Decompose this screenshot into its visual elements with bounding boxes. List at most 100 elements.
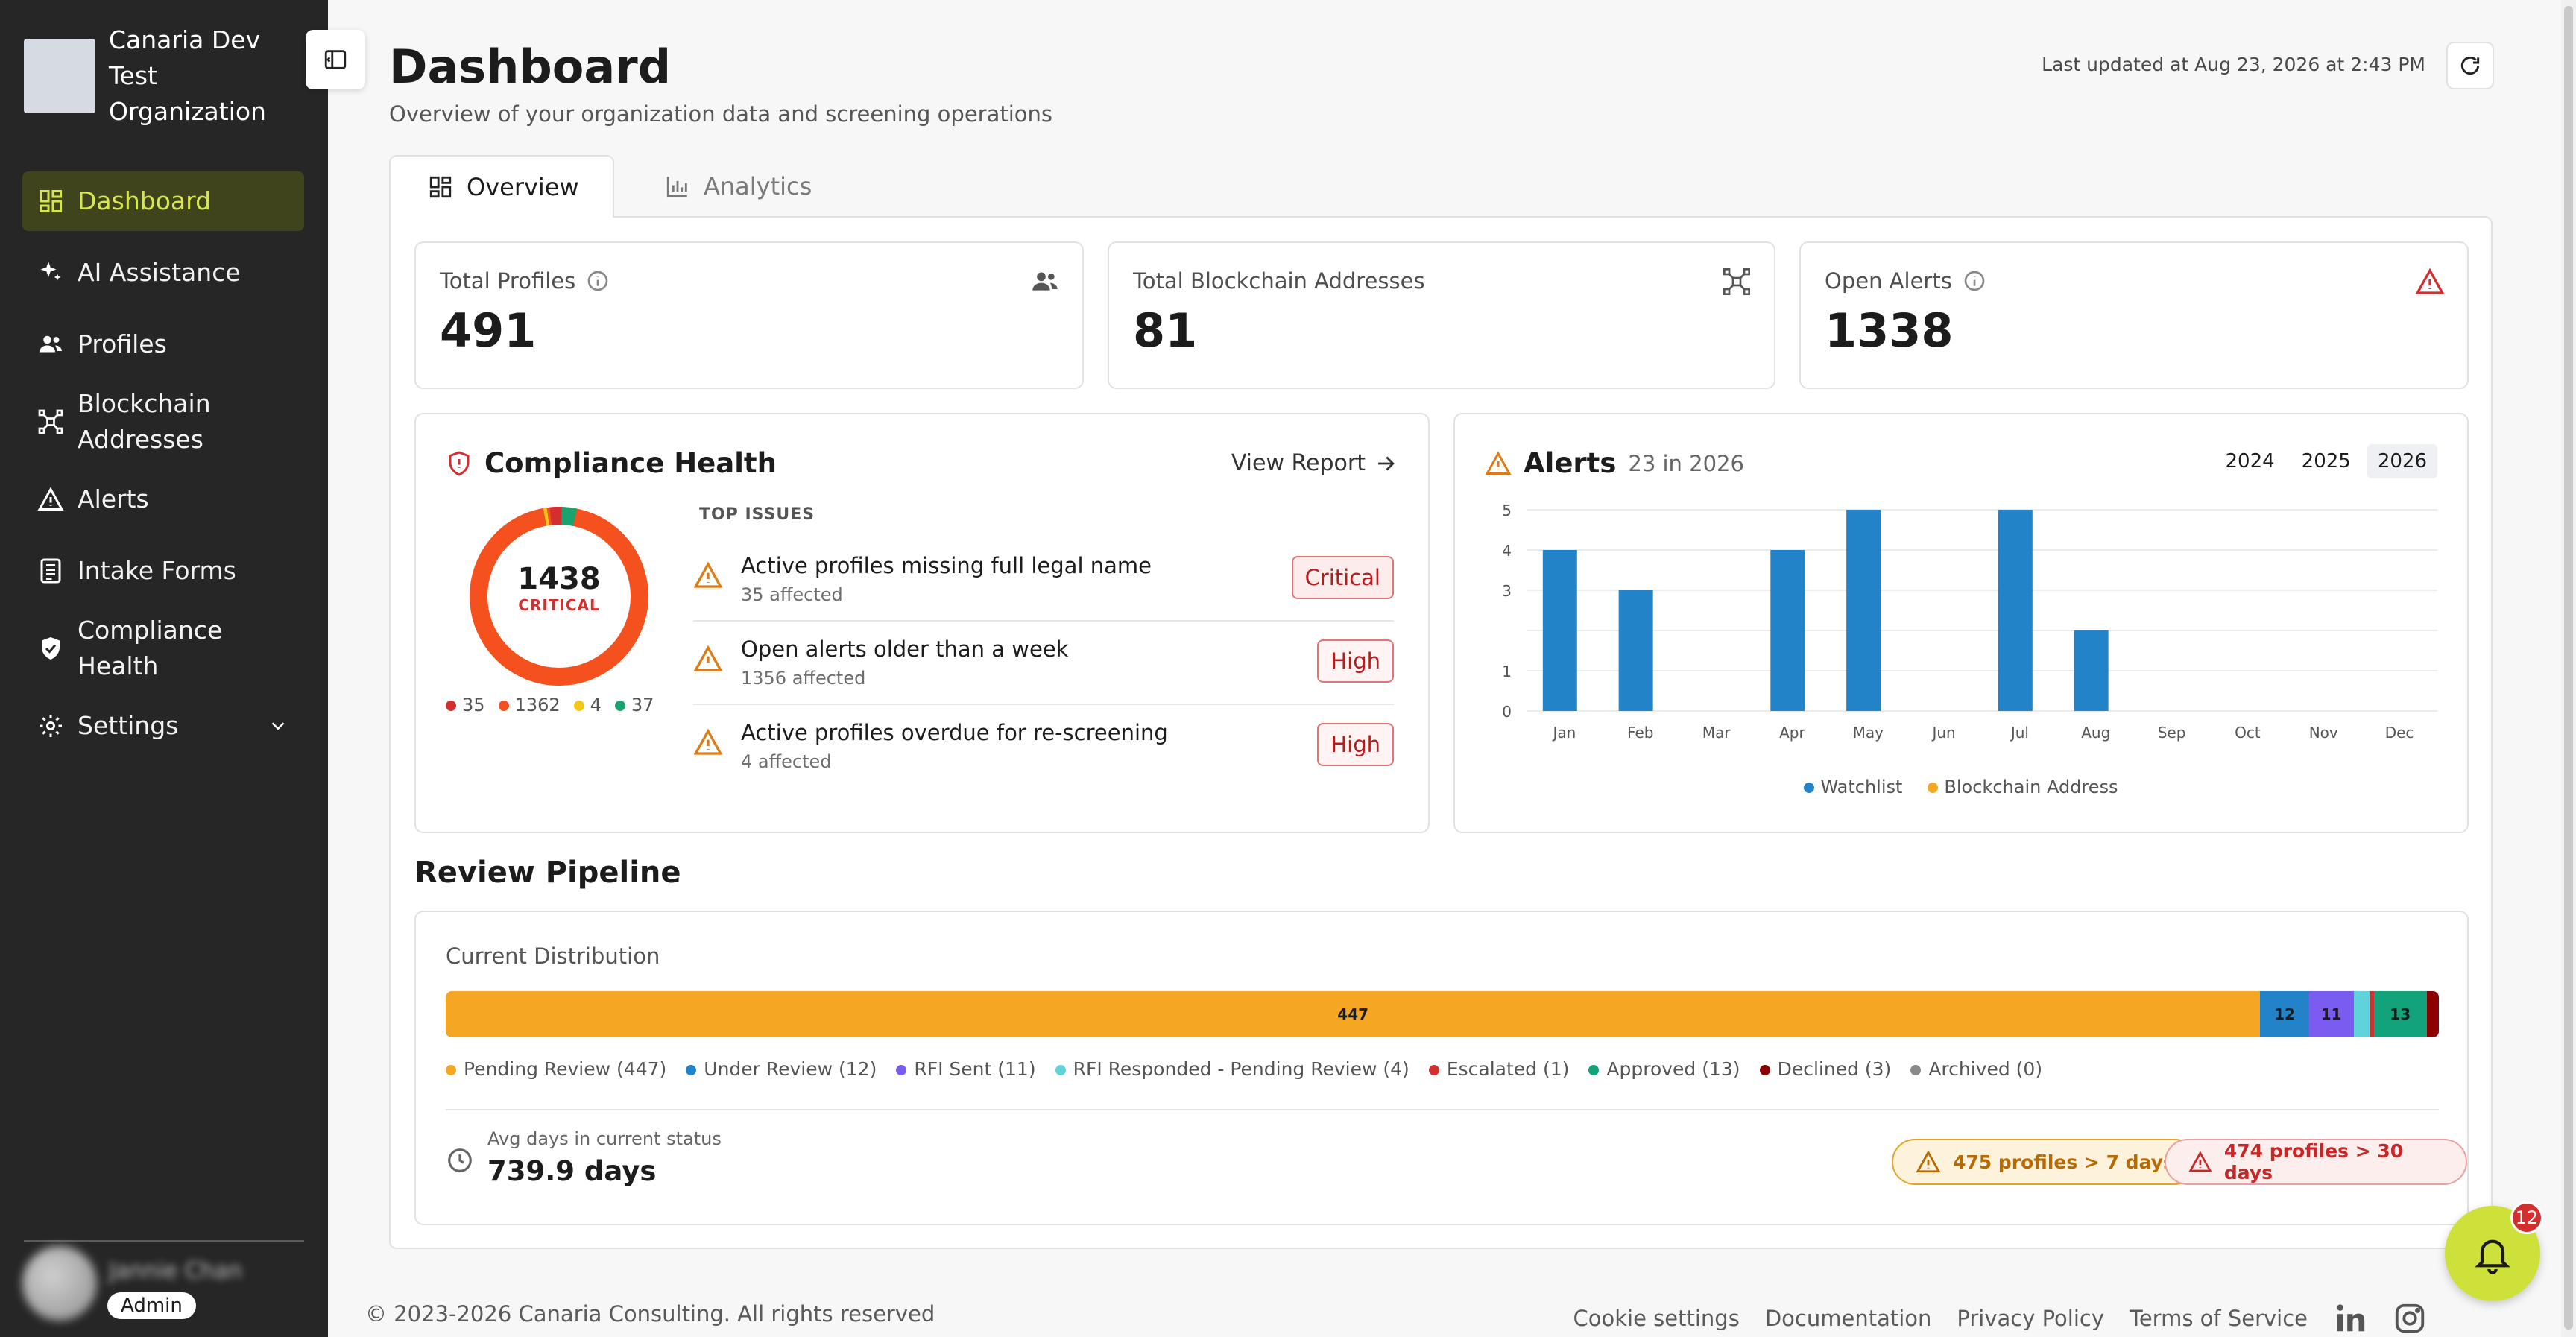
tab-label: Overview — [467, 173, 579, 201]
pipeline-segment[interactable]: 11 — [2308, 991, 2354, 1037]
footer-link-documentation[interactable]: Documentation — [1764, 1306, 1932, 1331]
footer-copyright: © 2023-2026 Canaria Consulting. All righ… — [365, 1301, 935, 1327]
legend-item-watchlist[interactable]: Watchlist — [1804, 777, 1902, 797]
pipeline-segment[interactable] — [2426, 991, 2439, 1037]
sidebar-item-ai-assistance[interactable]: AI Assistance — [22, 243, 304, 303]
warning-pill-30-days[interactable]: 474 profiles > 30 days — [2165, 1139, 2467, 1185]
x-tick-label: Jan — [1551, 724, 1576, 742]
sidebar-item-compliance-health[interactable]: Compliance Health — [22, 613, 304, 684]
scrollbar-thumb[interactable] — [2564, 6, 2573, 1330]
x-tick-label: Jun — [1931, 724, 1955, 742]
legend-item: 1362 — [498, 695, 561, 715]
bar-watchlist — [2074, 630, 2109, 711]
pipeline-legend-item: Declined (3) — [1759, 1058, 1891, 1080]
pipeline-segment[interactable] — [2370, 991, 2374, 1037]
footer-link-privacy-policy[interactable]: Privacy Policy — [1957, 1306, 2105, 1331]
notification-count-badge: 12 — [2510, 1201, 2543, 1234]
avatar[interactable] — [22, 1246, 97, 1321]
stat-label-text: Total Blockchain Addresses — [1133, 268, 1425, 294]
view-report-link[interactable]: View Report — [1231, 450, 1398, 476]
info-icon[interactable] — [1963, 269, 1986, 293]
year-option-2024[interactable]: 2024 — [2225, 450, 2275, 472]
y-tick-label: 5 — [1502, 502, 1512, 519]
x-tick-label: Dec — [2385, 724, 2414, 742]
pipeline-legend-item: Under Review (12) — [686, 1058, 877, 1080]
clock-icon — [448, 1148, 472, 1172]
alerts-chart-card: Alerts 23 in 2026 2024 2025 2026 0 1 3 4 5 Ja… — [1453, 413, 2469, 833]
footer-link-terms-of-service[interactable]: Terms of Service — [2130, 1306, 2308, 1331]
footer-link-cookie-settings[interactable]: Cookie settings — [1573, 1306, 1740, 1331]
year-option-2025[interactable]: 2025 — [2301, 450, 2351, 472]
legend-dot — [446, 1065, 456, 1075]
warning-icon — [693, 728, 723, 755]
org-switcher[interactable]: Canaria Dev Test Organization — [24, 22, 288, 130]
legend-dot — [1910, 1065, 1922, 1075]
chevron-down-icon[interactable] — [267, 715, 289, 737]
warning-icon — [1485, 450, 1512, 475]
legend-dot — [1588, 1065, 1600, 1075]
sidebar-item-label: Profiles — [78, 329, 167, 358]
pipeline-legend-item: Archived (0) — [1910, 1058, 2042, 1080]
refresh-button[interactable] — [2446, 42, 2494, 89]
alerts-title: Alerts — [1524, 447, 1617, 479]
warning-pill-7-days[interactable]: 475 profiles > 7 days — [1892, 1139, 2198, 1185]
sidebar-item-dashboard[interactable]: Dashboard — [22, 171, 304, 231]
stat-card-total-blockchain[interactable]: Total Blockchain Addresses 81 — [1108, 241, 1775, 389]
sidebar-item-label: Dashboard — [78, 186, 212, 215]
issue-row[interactable]: Active profiles overdue for re-screening… — [693, 705, 1394, 788]
gear-icon — [36, 711, 66, 741]
legend-item: 37 — [614, 695, 654, 715]
severity-badge: High — [1317, 639, 1394, 683]
org-logo — [24, 39, 95, 113]
bar-watchlist — [1618, 590, 1653, 711]
donut-status: CRITICAL — [518, 596, 600, 614]
stat-card-open-alerts[interactable]: Open Alerts 1338 — [1799, 241, 2469, 389]
pipeline-segment[interactable]: 13 — [2373, 991, 2427, 1037]
alerts-bar-chart: 0 1 3 4 5 Jan Feb Mar Apr May Jun Jul Aug Sep Oct Nov De… — [1502, 502, 2437, 742]
collapse-sidebar-button[interactable] — [306, 30, 365, 89]
year-option-2026[interactable]: 2026 — [2367, 444, 2437, 478]
stat-value: 491 — [440, 303, 537, 358]
pipeline-legend-item: RFI Responded - Pending Review (4) — [1055, 1058, 1409, 1080]
alerts-subtitle: 23 in 2026 — [1628, 450, 1744, 476]
stat-label-text: Open Alerts — [1825, 268, 1952, 294]
pipeline-segment[interactable] — [2353, 991, 2370, 1037]
form-icon — [36, 556, 66, 586]
instagram-icon[interactable] — [2393, 1301, 2427, 1336]
stat-label: Total Blockchain Addresses — [1133, 268, 1425, 294]
linkedin-icon[interactable] — [2333, 1301, 2367, 1336]
x-tick-label: Jul — [2010, 724, 2029, 742]
pipeline-segment[interactable]: 12 — [2260, 991, 2309, 1037]
tab-overview[interactable]: Overview — [389, 155, 614, 218]
sidebar-item-blockchain-addresses[interactable]: Blockchain Addresses — [22, 386, 304, 458]
blockchain-icon — [1723, 268, 1750, 295]
pipeline-segment[interactable]: 447 — [446, 991, 2261, 1037]
warning-icon — [1916, 1150, 1941, 1173]
sidebar-item-intake-forms[interactable]: Intake Forms — [22, 541, 304, 601]
x-tick-label: Oct — [2235, 724, 2261, 742]
y-tick-label: 4 — [1502, 542, 1512, 560]
tab-analytics[interactable]: Analytics — [662, 155, 812, 218]
chart-legend: Watchlist Blockchain Address — [1455, 777, 2467, 797]
sidebar-item-label: Alerts — [78, 484, 149, 513]
sidebar-item-settings[interactable]: Settings — [22, 696, 304, 756]
pipeline-legend-item: Pending Review (447) — [446, 1058, 666, 1080]
notifications-button[interactable] — [2445, 1206, 2540, 1301]
top-issues-label: TOP ISSUES — [699, 505, 815, 524]
bar-watchlist — [1846, 510, 1881, 711]
legend-dot — [686, 1065, 697, 1075]
stat-card-total-profiles[interactable]: Total Profiles 491 — [414, 241, 1084, 389]
pipeline-legend-item: RFI Sent (11) — [896, 1058, 1036, 1080]
info-icon[interactable] — [586, 269, 610, 293]
last-updated-text: Last updated at Aug 23, 2026 at 2:43 PM — [2042, 54, 2425, 75]
legend-item: 35 — [446, 695, 485, 715]
issue-row[interactable]: Active profiles missing full legal name … — [693, 538, 1394, 622]
legend-item-blockchain-address[interactable]: Blockchain Address — [1928, 777, 2118, 797]
sidebar-item-profiles[interactable]: Profiles — [22, 315, 304, 374]
sidebar-item-alerts[interactable]: Alerts — [22, 470, 304, 529]
issue-row[interactable]: Open alerts older than a week 1356 affec… — [693, 622, 1394, 705]
y-tick-label: 3 — [1502, 582, 1512, 600]
sidebar-item-label: Compliance Health — [78, 616, 223, 680]
warning-pill-text: 474 profiles > 30 days — [2223, 1140, 2404, 1183]
avg-days-label: Avg days in current status — [487, 1128, 722, 1149]
